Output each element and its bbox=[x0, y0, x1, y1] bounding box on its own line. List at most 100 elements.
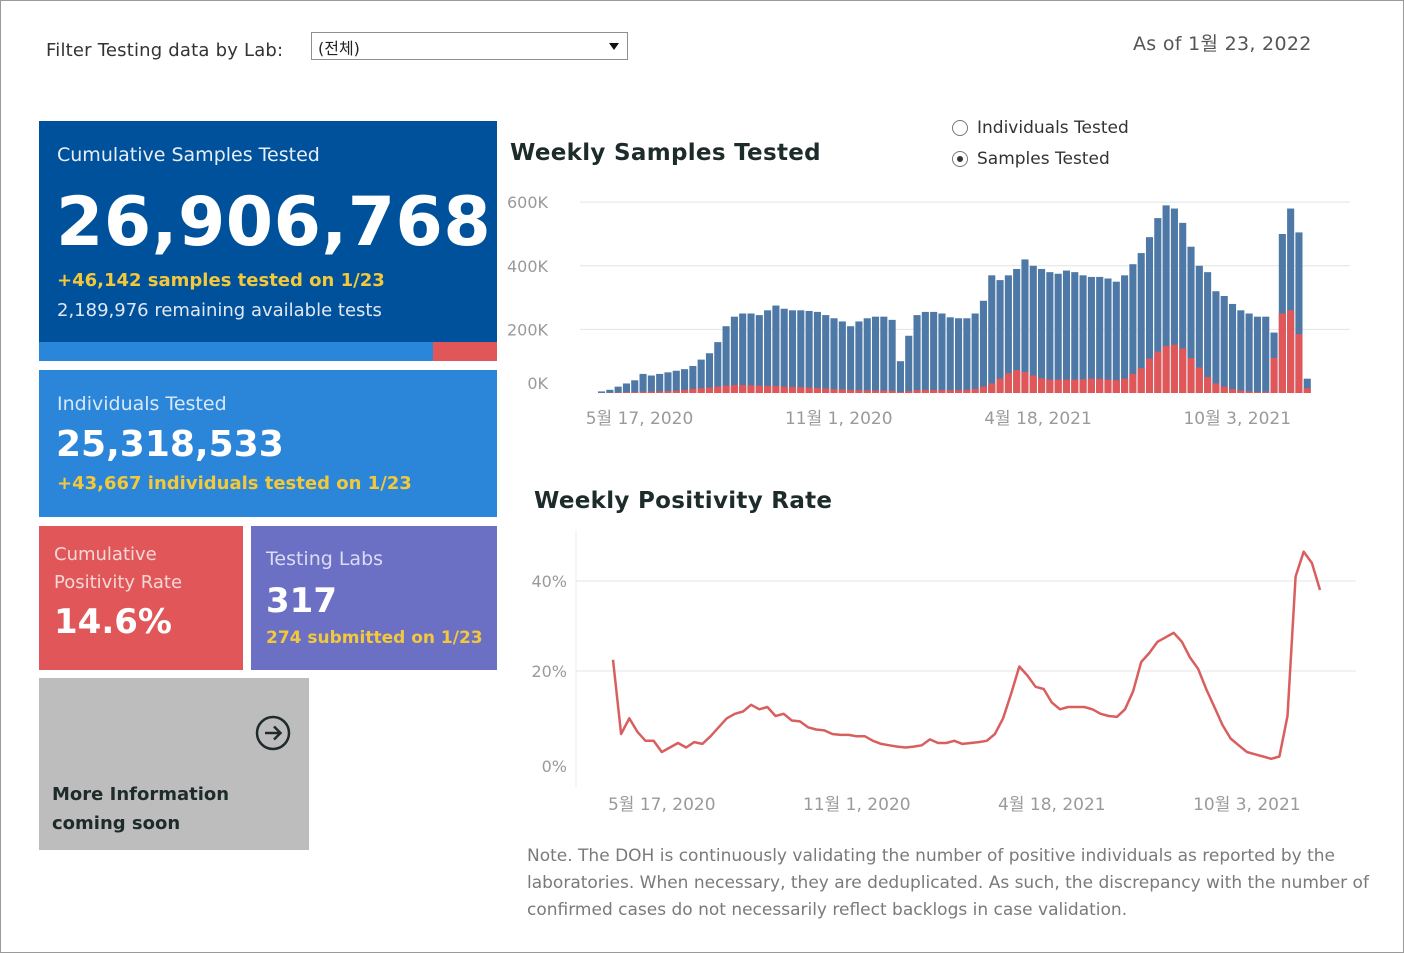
remaining-tests-fill bbox=[432, 342, 497, 361]
y-tick-label: 20% bbox=[531, 662, 567, 681]
positive-bar bbox=[1253, 392, 1261, 393]
samples-bar bbox=[722, 326, 730, 393]
positive-bar bbox=[1029, 375, 1037, 393]
lab-filter-select[interactable]: (전체) bbox=[311, 32, 628, 60]
samples-bar bbox=[1287, 208, 1295, 393]
positivity-rate-value: 14.6% bbox=[54, 602, 172, 642]
positive-bar bbox=[921, 389, 929, 393]
samples-bar bbox=[598, 391, 606, 393]
positive-bar bbox=[863, 390, 871, 393]
samples-bar bbox=[647, 375, 655, 393]
card-title: Cumulative Positivity Rate bbox=[54, 544, 183, 593]
positive-bar bbox=[672, 390, 680, 393]
samples-bar bbox=[1087, 276, 1095, 393]
positive-bar bbox=[1021, 372, 1029, 393]
positive-bar bbox=[1062, 379, 1071, 393]
arrow-circle-right-icon[interactable] bbox=[254, 714, 292, 752]
positive-bar bbox=[697, 388, 705, 393]
positive-bar bbox=[805, 387, 813, 393]
as-of-date: As of 1월 23, 2022 bbox=[1133, 33, 1312, 55]
positive-bar bbox=[1104, 379, 1112, 393]
samples-bar bbox=[946, 317, 954, 393]
samples-bar bbox=[1038, 268, 1046, 393]
positive-bar bbox=[1129, 373, 1137, 393]
positive-bar bbox=[996, 378, 1004, 393]
samples-bar bbox=[788, 310, 797, 393]
samples-bar bbox=[896, 361, 904, 393]
samples-bar bbox=[1104, 278, 1112, 393]
positive-bar bbox=[1170, 344, 1178, 393]
samples-bar bbox=[1220, 296, 1228, 393]
radio-selected-icon[interactable] bbox=[952, 151, 968, 167]
x-tick-label: 11월 1, 2020 bbox=[803, 795, 911, 815]
x-tick-label: 10월 3, 2021 bbox=[1193, 795, 1301, 815]
positive-bar bbox=[622, 392, 631, 393]
positive-bar bbox=[1162, 345, 1170, 393]
x-tick-label: 11월 1, 2020 bbox=[785, 409, 893, 429]
samples-bar bbox=[1228, 303, 1237, 393]
more-information-card[interactable]: More Information coming soon bbox=[39, 678, 309, 850]
individuals-today: +43,667 individuals tested on 1/23 bbox=[57, 473, 412, 494]
positivity-line bbox=[611, 550, 1322, 761]
samples-bar bbox=[1054, 273, 1062, 393]
card-title: Cumulative Samples Tested bbox=[57, 144, 320, 166]
positive-bar bbox=[764, 386, 772, 393]
positive-bar bbox=[1204, 377, 1212, 393]
positive-bar bbox=[1004, 373, 1012, 393]
samples-bar bbox=[1021, 259, 1029, 393]
positive-bar bbox=[979, 386, 988, 393]
samples-bar bbox=[780, 308, 788, 393]
positive-bar bbox=[871, 390, 880, 393]
samples-bar bbox=[1154, 218, 1162, 393]
samples-bar bbox=[1129, 264, 1137, 393]
individuals-tested-value: 25,318,533 bbox=[56, 424, 284, 465]
positive-bar bbox=[1112, 380, 1120, 393]
samples-bar bbox=[988, 275, 996, 393]
positive-bar bbox=[830, 389, 838, 393]
positive-bar bbox=[714, 386, 722, 393]
samples-bar bbox=[971, 313, 979, 393]
samples-bar bbox=[996, 280, 1004, 393]
samples-bar bbox=[813, 311, 821, 393]
positive-bar bbox=[1303, 388, 1311, 393]
samples-bar bbox=[905, 335, 913, 393]
positive-bar bbox=[946, 390, 954, 393]
positive-bar bbox=[755, 385, 763, 393]
positive-bar bbox=[888, 390, 896, 393]
samples-bar bbox=[955, 318, 963, 393]
positive-bar bbox=[1245, 391, 1253, 393]
positive-bar bbox=[681, 389, 689, 393]
remaining-tests-bar bbox=[39, 342, 497, 361]
samples-bar bbox=[656, 373, 664, 393]
samples-bar bbox=[1004, 275, 1012, 393]
samples-bar bbox=[631, 380, 639, 393]
samples-bar bbox=[1195, 265, 1203, 393]
samples-bar bbox=[1079, 275, 1087, 393]
samples-bar bbox=[805, 310, 813, 393]
samples-bar bbox=[797, 310, 805, 393]
samples-bar bbox=[871, 316, 880, 393]
samples-bar bbox=[963, 318, 971, 393]
x-tick-label: 5월 17, 2020 bbox=[586, 409, 694, 429]
weekly-positivity-title: Weekly Positivity Rate bbox=[534, 488, 833, 514]
radio-empty-icon[interactable] bbox=[952, 120, 968, 136]
positivity-rate-card: Cumulative Positivity Rate 14.6% bbox=[39, 526, 243, 670]
individuals-tested-card: Individuals Tested 25,318,533 +43,667 in… bbox=[39, 370, 497, 517]
positive-bar bbox=[664, 391, 672, 393]
samples-bar bbox=[622, 383, 631, 393]
samples-bar bbox=[880, 316, 888, 393]
positive-bar bbox=[955, 390, 963, 393]
x-tick-label: 5월 17, 2020 bbox=[608, 795, 716, 815]
samples-bar bbox=[764, 310, 772, 393]
more-info-line2: coming soon bbox=[52, 813, 181, 834]
positive-bar bbox=[1270, 358, 1278, 393]
weekly-positivity-chart: 40% 20% 0% 5월 17, 2020 11월 1, 2020 4월 18, 202… bbox=[531, 530, 1356, 815]
positive-bar bbox=[631, 392, 639, 393]
samples-bar bbox=[747, 313, 755, 393]
samples-bar bbox=[1096, 276, 1104, 393]
samples-today: +46,142 samples tested on 1/23 bbox=[57, 270, 385, 291]
samples-bar bbox=[855, 321, 863, 393]
samples-bar bbox=[672, 370, 680, 393]
samples-bar bbox=[888, 319, 896, 393]
testing-labs-value: 317 bbox=[266, 581, 337, 621]
